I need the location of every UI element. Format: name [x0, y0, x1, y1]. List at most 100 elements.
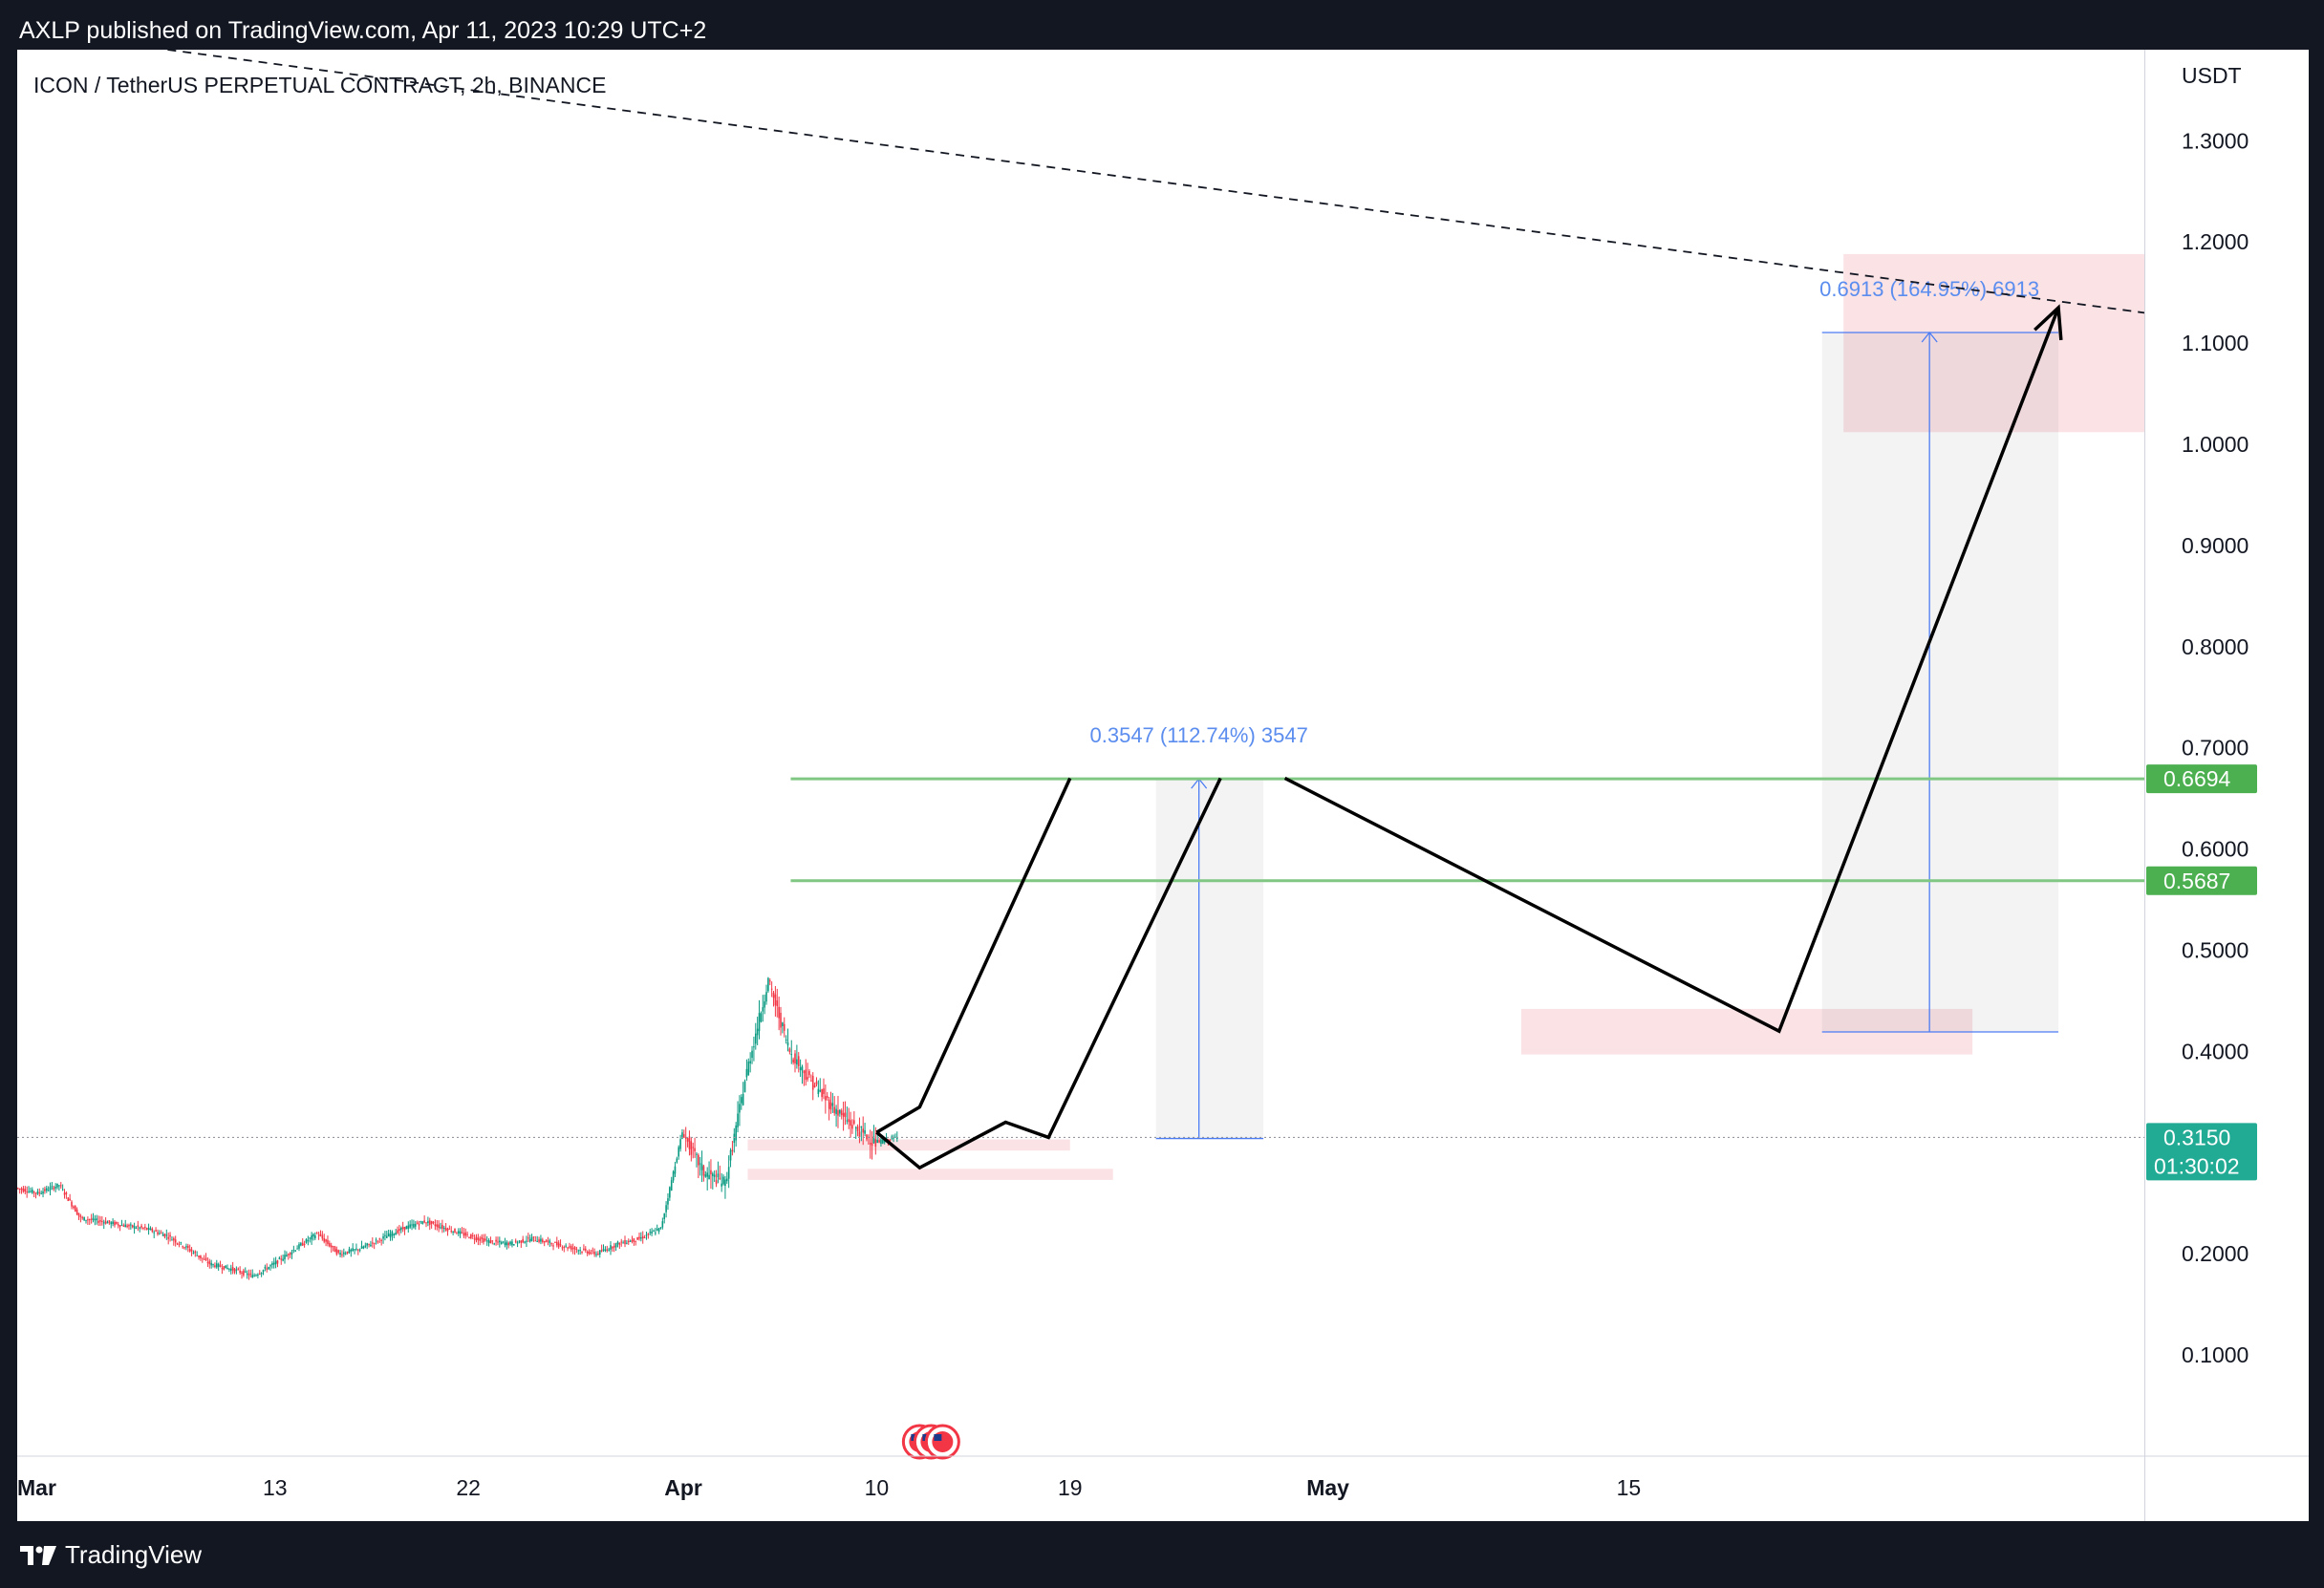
candle-body [657, 1228, 660, 1232]
candle-110 [214, 1262, 216, 1269]
candle-380 [698, 1153, 699, 1179]
candle-123 [237, 1267, 240, 1271]
measurements-layer: 0.3547 (112.74%) 3547 0.6913 (164.95%) 69… [1090, 277, 2059, 1140]
candle-body [427, 1221, 429, 1224]
candle-body [114, 1221, 116, 1226]
chart-area[interactable]: 0.3547 (112.74%) 3547 0.6913 (164.95%) 69… [17, 50, 2309, 1521]
candle-393 [721, 1172, 722, 1192]
candle-body [241, 1272, 243, 1274]
candle-body [77, 1212, 80, 1216]
candle-86 [171, 1235, 173, 1241]
candle-body [294, 1250, 297, 1252]
candle-423 [774, 986, 777, 1017]
candle-body [407, 1225, 410, 1230]
candle-331 [610, 1241, 612, 1255]
candle-body [846, 1120, 849, 1122]
candle-299 [552, 1243, 554, 1251]
candle-282 [522, 1235, 524, 1244]
y-tick-label-5: 0.8000 [2182, 634, 2249, 659]
candle-125 [241, 1270, 243, 1279]
candle-body [357, 1249, 359, 1251]
candle-362 [665, 1201, 667, 1218]
candle-62 [128, 1223, 130, 1230]
candle-94 [185, 1243, 187, 1251]
candle-284 [526, 1235, 527, 1248]
candle-27 [65, 1191, 68, 1199]
candle-body [659, 1227, 662, 1229]
candle-292 [540, 1234, 542, 1245]
candle-body [44, 1189, 46, 1191]
candle-body [188, 1249, 191, 1252]
candle-228 [425, 1222, 427, 1228]
y-tick-label-6: 0.7000 [2182, 736, 2249, 761]
candle-291 [538, 1236, 540, 1244]
candle-body [526, 1240, 527, 1242]
candle-body [792, 1059, 794, 1063]
candle-body [788, 1048, 791, 1052]
candle-body [552, 1245, 554, 1247]
candle-body [758, 1013, 761, 1032]
candle-body [247, 1274, 250, 1277]
projection-path-1 [875, 777, 1072, 1134]
candle-77 [155, 1227, 157, 1233]
tradingview-logo[interactable]: TradingView [19, 1540, 202, 1570]
candle-body [686, 1138, 689, 1142]
candle-128 [246, 1270, 248, 1279]
candle-54 [114, 1219, 116, 1228]
candle-body [436, 1224, 439, 1227]
candle-175 [330, 1242, 333, 1253]
candle-258 [479, 1235, 482, 1246]
candle-339 [624, 1235, 626, 1248]
candle-body [543, 1241, 546, 1243]
candle-body [590, 1253, 592, 1255]
candle-body [58, 1185, 60, 1187]
candle-body [382, 1235, 384, 1239]
candle-body [638, 1236, 640, 1239]
candle-body [780, 1012, 782, 1028]
candle-385 [706, 1167, 708, 1191]
candle-body [75, 1209, 78, 1215]
candle-349 [641, 1231, 644, 1244]
candle-body [672, 1171, 675, 1181]
candle-body [592, 1250, 594, 1252]
candle-359 [659, 1227, 662, 1230]
candle-body [284, 1255, 286, 1259]
candle-18 [49, 1182, 52, 1196]
candle-body [360, 1246, 363, 1249]
candle-body [210, 1262, 212, 1266]
candle-body [737, 1113, 739, 1127]
candle-body [112, 1221, 114, 1225]
candle-49 [104, 1217, 107, 1225]
candle-body [26, 1191, 28, 1193]
candle-329 [606, 1245, 609, 1253]
candle-body [743, 1081, 746, 1093]
candle-309 [570, 1244, 572, 1253]
candle-91 [180, 1241, 183, 1246]
candle-139 [266, 1263, 269, 1273]
candle-body [622, 1242, 624, 1244]
candle-25 [61, 1184, 64, 1191]
candle-325 [598, 1249, 601, 1258]
current-price-badge: 0.3150 01:30:02 [2146, 1123, 2257, 1181]
candle-38 [85, 1219, 87, 1224]
candle-body [246, 1273, 248, 1275]
price-chart[interactable]: 0.3547 (112.74%) 3547 0.6913 (164.95%) 69… [17, 50, 2309, 1521]
candles-layer [17, 976, 898, 1280]
projection-path-2 [1283, 307, 2060, 1034]
candle-body [280, 1258, 283, 1260]
candle-body [278, 1257, 281, 1259]
candle-body [377, 1241, 379, 1243]
zone-0 [747, 1139, 1070, 1151]
candle-274 [507, 1241, 510, 1249]
candle-body [518, 1240, 521, 1242]
candle-168 [317, 1232, 320, 1240]
candle-body [249, 1273, 252, 1275]
candle-body [661, 1221, 664, 1228]
candle-body [104, 1220, 107, 1224]
candle-376 [690, 1137, 693, 1162]
candle-338 [622, 1240, 624, 1244]
candle-body [708, 1174, 710, 1180]
candle-body [69, 1198, 71, 1201]
candle-63 [130, 1222, 132, 1230]
candle-381 [699, 1156, 701, 1176]
